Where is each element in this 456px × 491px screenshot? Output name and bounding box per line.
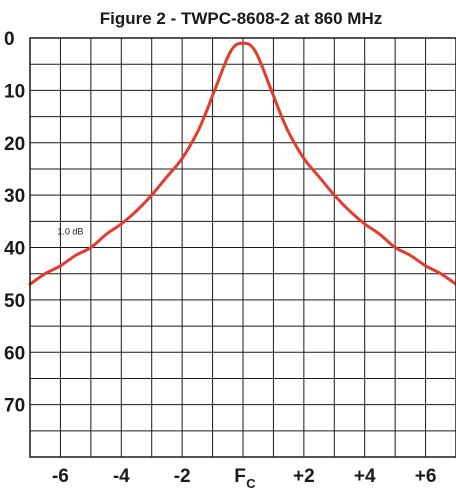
x-tick-label: +2 <box>293 466 315 487</box>
x-tick-subscript: C <box>246 476 256 491</box>
y-tick-label: 20 <box>4 134 25 155</box>
plot-frame <box>29 37 456 458</box>
annotation-label: 1.0 dB <box>57 226 83 236</box>
x-tick-label: F <box>234 466 246 487</box>
series-line <box>28 41 456 286</box>
x-tick-label: +4 <box>354 466 376 487</box>
y-tick-label: 70 <box>4 396 25 417</box>
y-tick-label: 30 <box>4 186 25 207</box>
grid <box>30 38 456 457</box>
x-axis-ticks: -6 -4 -2 F C +2 +4 +6 <box>52 466 436 491</box>
series-layer <box>28 41 456 286</box>
y-tick-label: 50 <box>4 291 25 312</box>
x-tick-label: -2 <box>174 466 191 487</box>
x-tick-label: -6 <box>52 466 69 487</box>
y-tick-label: 10 <box>4 81 25 102</box>
y-tick-label: 60 <box>4 343 25 364</box>
x-tick-label: +6 <box>415 466 437 487</box>
x-tick-label: -4 <box>113 466 130 487</box>
y-tick-label: 0 <box>4 29 15 50</box>
y-tick-label: 40 <box>4 239 25 260</box>
chart-title: Figure 2 - TWPC-8608-2 at 860 MHz <box>100 9 382 28</box>
y-axis-ticks: 0 10 20 30 40 50 60 70 <box>4 29 25 417</box>
annotations: 1.0 dB <box>57 226 83 236</box>
